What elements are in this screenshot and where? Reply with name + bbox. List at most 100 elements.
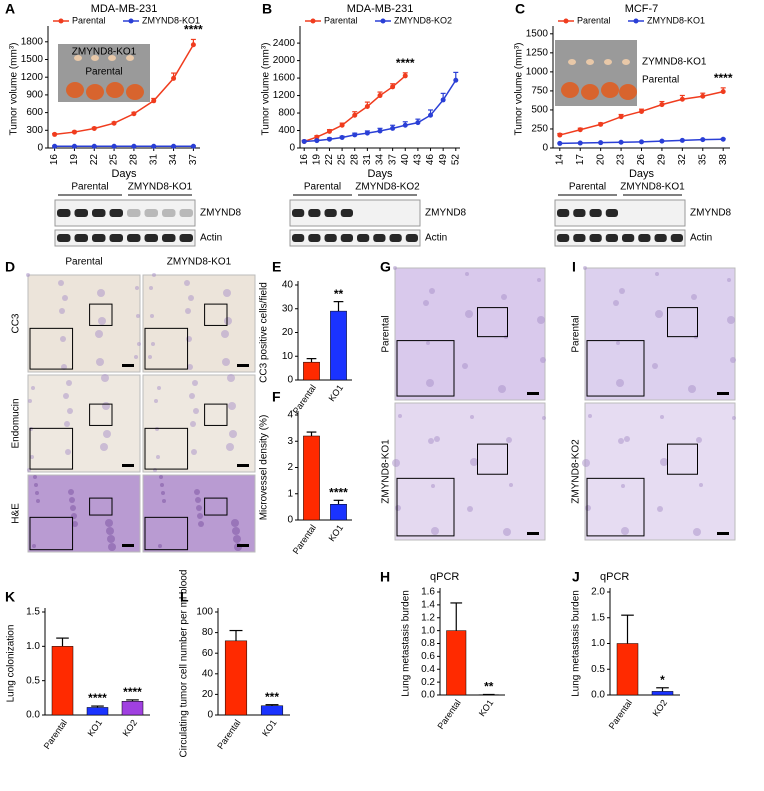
blot-band (308, 234, 321, 242)
tissue-texture (429, 288, 435, 294)
data-point (402, 122, 408, 128)
x-tick-label: 43 (413, 154, 424, 166)
tissue-texture (134, 355, 138, 359)
tumor (106, 82, 124, 98)
tumor (619, 84, 637, 100)
photo-label: ZYMND8-KO1 (642, 57, 707, 68)
blot-band (373, 234, 386, 242)
blot-band (74, 234, 88, 242)
tissue-texture (95, 330, 103, 338)
y-tick-label: 1600 (273, 73, 296, 84)
scale-bar (237, 544, 249, 547)
significance: ** (334, 287, 344, 301)
micrograph (584, 402, 736, 541)
blot-group: ZMYND8-KO2 (355, 182, 420, 193)
histology-row-label: Endomucin (11, 398, 22, 448)
tumor (581, 84, 599, 100)
inset-zoom (29, 327, 74, 370)
tissue-texture (231, 519, 239, 527)
tissue-texture (431, 527, 439, 535)
bar (303, 435, 320, 521)
tissue-texture (224, 317, 232, 325)
tissue-texture (158, 544, 162, 548)
small-tumor (586, 59, 594, 65)
tissue-texture (103, 430, 111, 438)
micrograph (27, 374, 141, 473)
y-tick-label: 40 (282, 280, 294, 291)
data-point (390, 125, 396, 131)
bar (651, 691, 674, 696)
data-point (190, 42, 196, 48)
tissue-texture (69, 497, 75, 503)
data-point (364, 130, 370, 136)
small-tumor (74, 55, 82, 61)
scale-bar (237, 364, 249, 367)
x-tick-label: 16 (49, 154, 60, 166)
blot-row-label: Actin (690, 233, 712, 244)
blot-band (74, 209, 88, 217)
blot-band (340, 209, 353, 217)
tissue-texture (621, 484, 625, 488)
tissue-texture (148, 355, 152, 359)
significance: **** (714, 71, 733, 85)
data-point (557, 140, 563, 146)
tissue-texture (198, 521, 204, 527)
data-point (131, 111, 137, 117)
tissue-texture (68, 489, 74, 495)
inset-box (667, 307, 698, 338)
tissue-texture (588, 414, 592, 418)
legend-marker (128, 18, 134, 24)
tissue-texture (232, 527, 240, 535)
tissue-texture (467, 506, 473, 512)
blot-band (292, 209, 305, 217)
x-tick-label: 23 (616, 154, 627, 166)
y-tick-label: 1.0 (591, 638, 605, 649)
x-tick-label: 28 (349, 154, 360, 166)
significance: **** (123, 685, 142, 699)
tissue-texture (150, 314, 154, 318)
tissue-texture (30, 455, 34, 459)
y-tick-label: 900 (26, 90, 43, 101)
significance: * (660, 673, 665, 687)
tissue-texture (655, 272, 659, 276)
blot-group: Parental (304, 182, 341, 193)
inset-zoom (586, 340, 645, 397)
tissue-texture (462, 363, 468, 369)
tissue-texture (585, 505, 591, 511)
significance: **** (329, 485, 348, 499)
panel-letter: I (572, 259, 576, 275)
x-tick-label: 31 (362, 154, 373, 166)
tissue-texture (106, 527, 114, 535)
x-tick-label: 16 (299, 154, 310, 166)
tissue-texture (70, 505, 76, 511)
tissue-texture (618, 438, 624, 444)
data-point (577, 127, 583, 133)
blot-band (92, 234, 106, 242)
tissue-texture (652, 363, 658, 369)
tissue-texture (187, 364, 193, 370)
tissue-texture (35, 491, 39, 495)
data-point (377, 93, 383, 99)
data-point (151, 143, 157, 149)
tissue-texture (688, 385, 696, 393)
legend-marker (310, 18, 316, 24)
legend-label: Parental (72, 15, 106, 25)
small-tumor (126, 55, 134, 61)
data-point (352, 112, 358, 118)
tissue-texture (102, 402, 110, 410)
tissue-texture (59, 308, 65, 314)
y-axis-label: Tumor volume (mm³) (514, 43, 525, 136)
small-tumor (568, 59, 576, 65)
y-tick-label: 800 (278, 108, 295, 119)
y-tick-label: 2400 (273, 38, 296, 49)
tissue-texture (136, 314, 140, 318)
chart-title: MDA-MB-231 (347, 3, 414, 15)
y-tick-label: 1200 (21, 72, 44, 83)
data-point (440, 97, 446, 103)
x-tick-label: 22 (324, 154, 335, 166)
y-tick-label: 1200 (273, 90, 296, 101)
inset-zoom (586, 477, 645, 537)
y-tick-label: 600 (26, 107, 43, 118)
x-tick-label: 49 (438, 154, 449, 166)
